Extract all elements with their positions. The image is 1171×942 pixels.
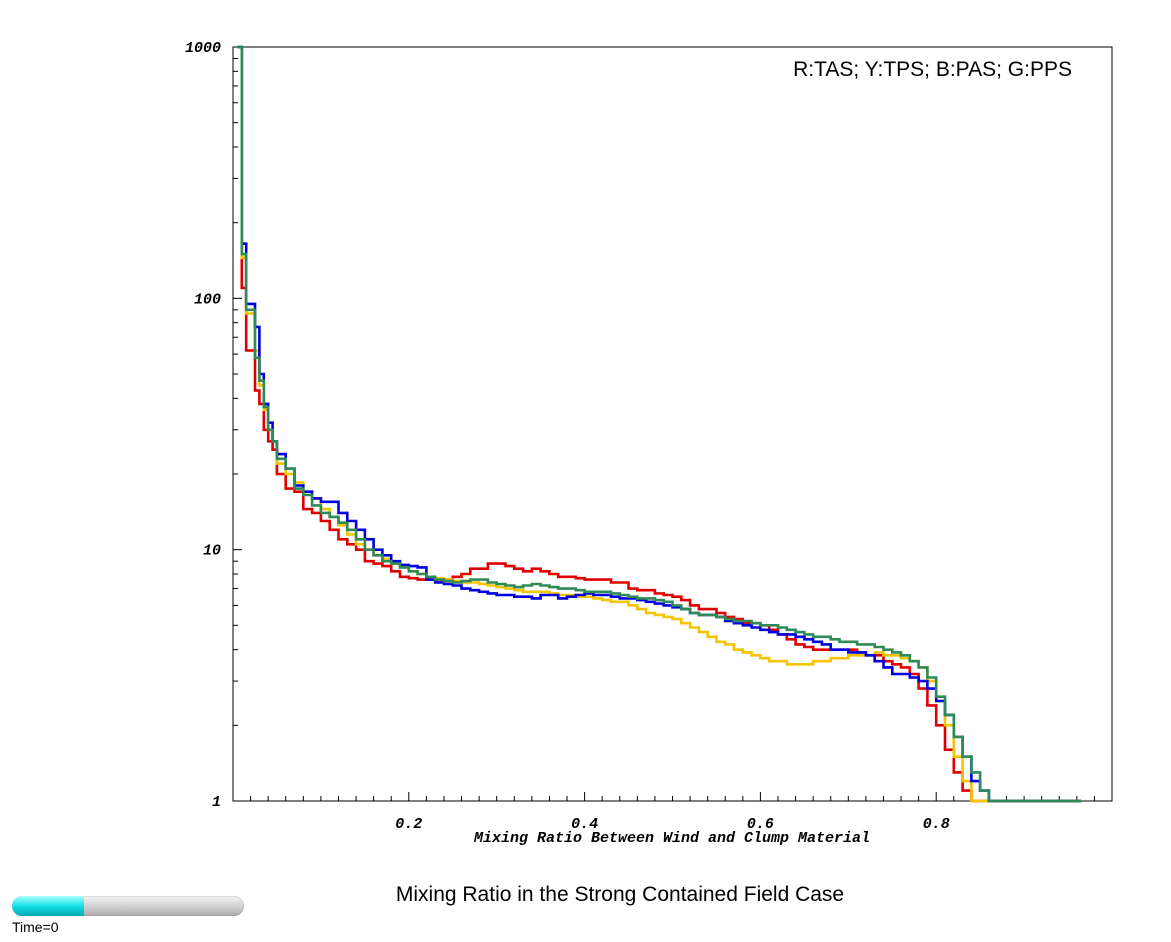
time-slider[interactable]: [12, 896, 244, 916]
x-tick-label: 0.4: [571, 816, 598, 833]
x-axis-label: Mixing Ratio Between Wind and Clump Mate…: [473, 830, 870, 847]
y-tick-label: 1000: [185, 40, 221, 57]
chart-title: Mixing Ratio in the Strong Contained Fie…: [395, 883, 845, 906]
series-line-1: [237, 45, 1082, 803]
x-axis: 0.2 0.4 0.6 0.8: [250, 792, 1095, 833]
series-line-3: [237, 45, 1082, 803]
time-slider-fill: [12, 896, 84, 916]
plot-border: [232, 46, 1113, 802]
legend: R:TAS; Y:TPS; B:PAS; G:PPS: [793, 58, 1072, 81]
y-tick-label: 1: [212, 794, 221, 811]
y-tick-label: 10: [203, 543, 221, 560]
series-line-2: [237, 45, 1082, 803]
x-tick-label: 0.8: [923, 816, 950, 833]
x-tick-label: 0.6: [747, 816, 774, 833]
series-line-0: [237, 45, 1082, 803]
y-axis: 1 10 100 1000: [185, 40, 242, 811]
x-tick-label: 0.2: [395, 816, 422, 833]
series-layer: [237, 45, 1082, 803]
y-tick-label: 100: [194, 291, 221, 308]
plot-frame: [232, 46, 1113, 802]
time-label: Time=0: [12, 919, 59, 935]
